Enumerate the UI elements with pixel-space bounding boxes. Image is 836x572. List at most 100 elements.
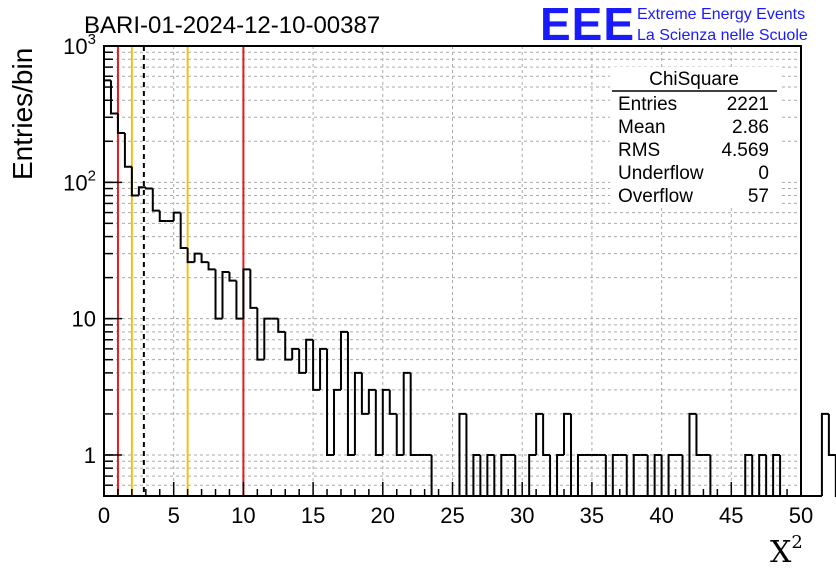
histogram-bin [695,413,704,456]
histogram-bin [158,210,167,223]
x-axis-label-base: X [770,535,792,570]
y-tick-label: 1 [84,443,96,468]
histogram-bin [353,371,362,455]
histogram-bin [214,269,223,320]
stats-row-label: RMS [618,140,660,161]
histogram-bin [242,268,251,319]
histogram-bin [305,338,314,373]
histogram-bin [667,453,676,496]
histogram-bin [556,453,565,496]
x-tick-label: 20 [371,503,395,528]
x-tick-label: 30 [510,503,534,528]
histogram-bin [235,280,244,320]
histogram-bin [374,389,383,456]
histogram-bin [563,412,571,455]
histogram-bin [388,389,397,415]
histogram-bin [333,388,341,455]
stats-box: ChiSquare Entries 2221 Mean 2.86 RMS 4.569 Und… [610,67,780,207]
histogram-bin [402,371,411,455]
stats-row-value: 57 [748,186,769,207]
histogram-bin [103,79,111,496]
stats-row-value: 0 [758,163,769,184]
histogram-bin [123,133,132,168]
histogram-bin [326,348,335,456]
y-tick-label: 102 [63,167,96,195]
y-tick-label-base: 10 [63,34,87,59]
histogram-bin [395,413,404,456]
histogram-bin [284,331,293,361]
histogram-bin [137,186,146,196]
y-tick-label-exponent: 2 [88,167,96,184]
eee-logo-line2: La Scienza nelle Scuole [637,27,808,44]
histogram-bin [186,247,195,264]
y-tick-label-base: 10 [63,170,87,195]
histogram-bin [200,253,209,264]
histogram-bin [109,80,118,115]
histogram-bin [367,388,376,414]
histogram-bin [528,453,537,496]
plot-title: BARI-01-2024-12-10-00387 [84,12,380,39]
eee-logo-line1: Extreme Energy Events [637,6,805,23]
y-axis-label: Entries/bin [7,48,38,180]
histogram-bin [130,166,139,197]
histogram-bin [277,318,286,333]
histogram-bin [319,347,328,390]
eee-logo: EEE Extreme Energy Events La Scienza nel… [540,0,808,50]
grid [104,46,801,496]
histogram-bin [312,339,321,391]
histogram-bin [535,412,544,455]
histogram-bin [542,413,551,456]
x-tick-label: 25 [440,503,464,528]
x-axis-label: X2 [770,532,803,570]
x-axis-label-superscript: 2 [791,532,802,553]
eee-logo-mark: EEE [540,0,635,50]
histogram-bin [409,372,418,456]
histogram-bin [263,317,272,360]
histogram-bin [179,212,188,249]
x-tick-label: 15 [301,503,325,528]
axis-ticks [103,45,802,496]
histogram-bin [688,412,697,496]
y-tick-label-exponent: 3 [88,31,96,48]
stats-row-label: Underflow [618,163,704,184]
y-tick-label-base: 1 [84,443,96,468]
histogram-bin [632,453,641,496]
x-tick-label: 50 [789,503,813,528]
histogram-bin [339,330,348,390]
histogram-bin [249,269,258,309]
x-tick-label: 5 [168,503,180,528]
stats-row-label: Mean [618,117,666,138]
reference-lines [116,46,245,496]
histogram-bin [472,453,481,496]
y-tick-label-base: 10 [72,307,96,332]
histogram-bin [144,187,153,190]
x-tick-label: 0 [98,503,110,528]
histogram-bin [172,211,181,222]
histogram-bin [576,453,585,496]
histogram-bin [653,453,662,496]
histogram-bin [228,271,237,282]
histogram-bin [346,331,355,456]
histogram-bin [193,252,202,263]
x-tick-label: 35 [580,503,604,528]
histogram-bin [772,453,781,496]
x-tick-label: 10 [231,503,255,528]
histogram-bin [744,453,753,496]
histogram-bin [116,113,125,135]
stats-row-value: 2221 [727,94,769,115]
stats-box-title: ChiSquare [649,69,739,90]
stats-row-label: Overflow [618,186,693,207]
stats-row-value: 2.86 [732,117,769,138]
histogram-bin [291,347,300,360]
x-tick-label: 45 [719,503,743,528]
histogram-bin [500,453,509,496]
histogram-bin [221,270,230,319]
histogram-bin [151,188,160,212]
histogram-bin [827,413,836,456]
stats-row-label: Entries [618,94,677,115]
histogram-bin [458,412,467,496]
histogram-bin [207,262,216,271]
histogram-bin [758,453,767,496]
